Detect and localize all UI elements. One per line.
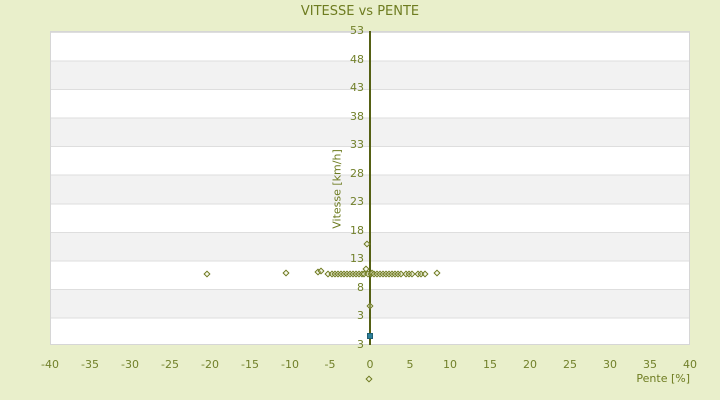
x-tick-label: -25 bbox=[161, 358, 179, 371]
data-point-secondary-point bbox=[367, 333, 373, 340]
x-tick-label: -35 bbox=[81, 358, 99, 371]
x-tick-label: -15 bbox=[241, 358, 259, 371]
chart-title: VITESSE vs PENTE bbox=[300, 4, 420, 19]
x-tick-label: 20 bbox=[523, 358, 537, 371]
x-axis-title: Pente [%] bbox=[636, 372, 690, 385]
y-tick-label: 3 bbox=[357, 309, 364, 323]
y-tick-label: 28 bbox=[350, 166, 364, 180]
zero-axis-line bbox=[369, 31, 371, 345]
y-tick-label: 48 bbox=[350, 52, 364, 66]
y-tick-label: 33 bbox=[350, 138, 364, 152]
x-tick-label: 30 bbox=[603, 358, 617, 371]
y-tick-label: 18 bbox=[350, 223, 364, 237]
x-tick-label: -20 bbox=[201, 358, 219, 371]
x-tick-label: 0 bbox=[366, 358, 374, 371]
y-tick-label: 23 bbox=[350, 195, 364, 209]
x-tick-label: 40 bbox=[683, 358, 697, 371]
y-tick-label: 3 bbox=[357, 338, 364, 351]
x-tick-label: 5 bbox=[406, 358, 414, 371]
y-tick-label: 8 bbox=[357, 280, 364, 294]
y-tick-label: 43 bbox=[350, 81, 364, 95]
y-tick-label: 38 bbox=[350, 109, 364, 123]
x-tick-label: -40 bbox=[41, 358, 59, 371]
data-point-vitesse-points bbox=[365, 375, 373, 383]
x-tick-label: -10 bbox=[281, 358, 299, 371]
x-tick-label: -5 bbox=[324, 358, 336, 371]
x-tick-label: 35 bbox=[643, 358, 657, 371]
x-tick-label: 10 bbox=[443, 358, 457, 371]
x-tick-label: 15 bbox=[483, 358, 497, 371]
x-tick-label: 25 bbox=[563, 358, 577, 371]
y-tick-label: 13 bbox=[350, 252, 364, 266]
x-tick-label: -30 bbox=[121, 358, 139, 371]
y-tick-label: 53 bbox=[350, 24, 364, 37]
y-axis-title: Vitesse [km/h] bbox=[330, 149, 344, 229]
